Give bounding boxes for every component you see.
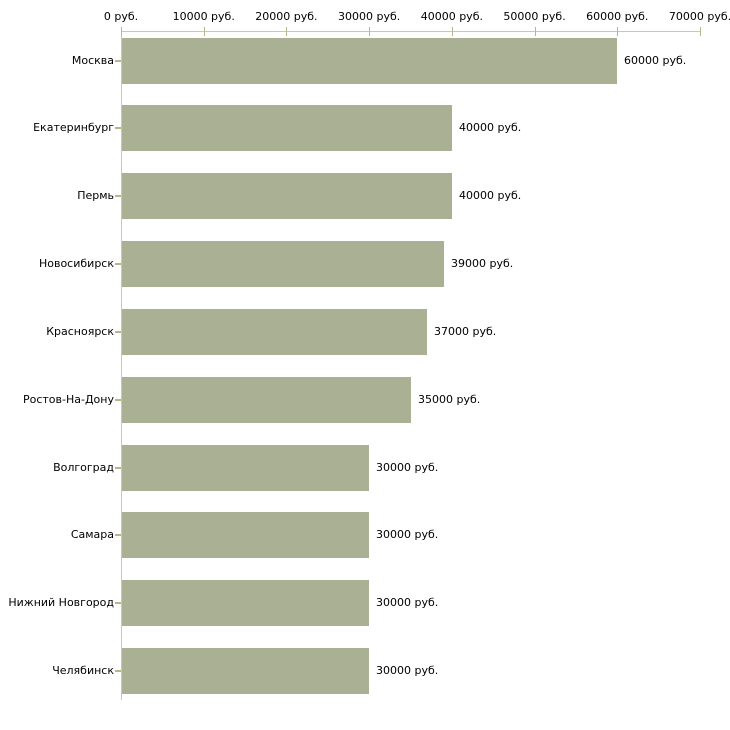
- category-tick-mark: [115, 195, 121, 197]
- category-tick-mark: [115, 127, 121, 129]
- x-axis-tick-mark: [121, 27, 122, 36]
- category-label: Москва: [71, 54, 114, 67]
- category-label: Новосибирск: [38, 257, 114, 270]
- bar: [122, 241, 444, 287]
- x-axis-tick-mark: [451, 27, 453, 36]
- value-label: 30000 руб.: [376, 596, 439, 609]
- category-label: Красноярск: [46, 325, 114, 338]
- value-label: 39000 руб.: [451, 257, 514, 270]
- category-tick-mark: [115, 60, 121, 62]
- x-axis-tick-label: 60000 руб.: [586, 10, 649, 23]
- x-axis-tick-label: 10000 руб.: [172, 10, 235, 23]
- bar: [122, 648, 369, 694]
- category-label: Нижний Новгород: [8, 596, 114, 609]
- value-label: 30000 руб.: [376, 461, 439, 474]
- x-axis-tick-label: 20000 руб.: [255, 10, 318, 23]
- x-axis-line: [121, 31, 701, 32]
- value-label: 35000 руб.: [418, 393, 481, 406]
- x-axis-tick-label: 30000 руб.: [338, 10, 401, 23]
- value-label: 30000 руб.: [376, 528, 439, 541]
- bar: [122, 512, 369, 558]
- value-label: 37000 руб.: [434, 325, 497, 338]
- category-tick-mark: [115, 467, 121, 469]
- category-label: Челябинск: [52, 664, 114, 677]
- category-tick-mark: [115, 670, 121, 672]
- x-axis-tick-mark: [369, 27, 371, 36]
- category-label: Самара: [70, 528, 114, 541]
- x-axis-tick-label: 40000 руб.: [420, 10, 483, 23]
- x-axis-tick-label: 50000 руб.: [503, 10, 566, 23]
- category-label: Ростов-На-Дону: [22, 393, 114, 406]
- bar: [122, 377, 411, 423]
- category-tick-mark: [115, 602, 121, 604]
- category-label: Пермь: [77, 189, 114, 202]
- x-axis-tick-label: 70000 руб.: [668, 10, 730, 23]
- x-axis-tick-mark: [534, 27, 536, 36]
- x-axis-tick-mark: [203, 27, 205, 36]
- value-label: 30000 руб.: [376, 664, 439, 677]
- bar: [122, 105, 452, 151]
- x-axis-tick-mark: [700, 27, 701, 36]
- bar: [122, 580, 369, 626]
- bar: [122, 445, 369, 491]
- category-tick-mark: [115, 263, 121, 265]
- value-label: 60000 руб.: [624, 54, 687, 67]
- bar: [122, 309, 427, 355]
- bar: [122, 173, 452, 219]
- category-tick-mark: [115, 534, 121, 536]
- value-label: 40000 руб.: [459, 121, 522, 134]
- x-axis-tick-mark: [617, 27, 619, 36]
- category-label: Волгоград: [53, 461, 114, 474]
- y-axis-line: [121, 31, 122, 700]
- value-label: 40000 руб.: [459, 189, 522, 202]
- x-axis-tick-mark: [286, 27, 288, 36]
- category-label: Екатеринбург: [33, 121, 114, 134]
- category-tick-mark: [115, 399, 121, 401]
- bar: [122, 38, 617, 84]
- x-axis-tick-label: 0 руб.: [103, 10, 139, 23]
- category-tick-mark: [115, 331, 121, 333]
